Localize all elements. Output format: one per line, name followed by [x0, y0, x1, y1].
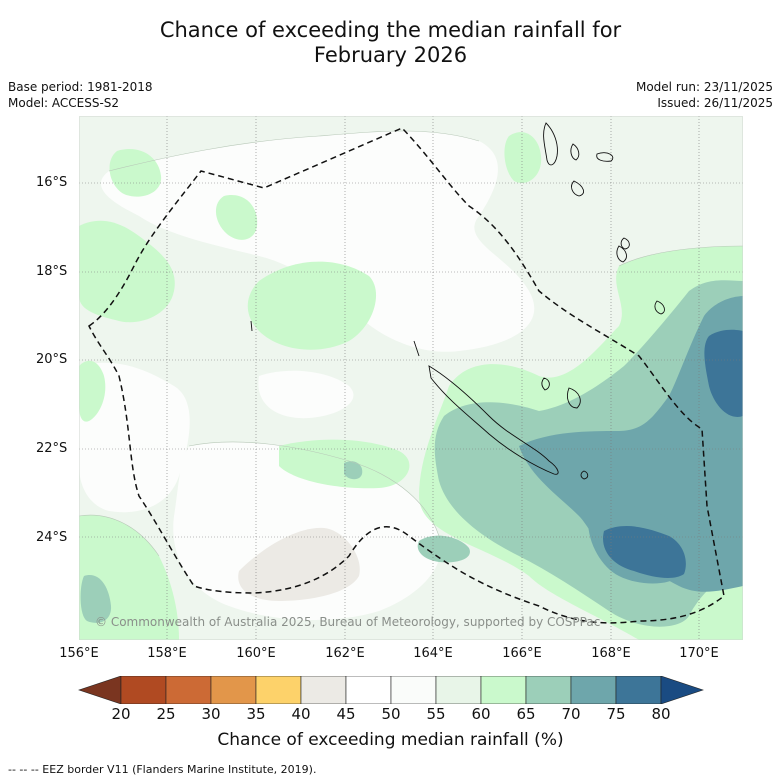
cb-tick-80: 80	[651, 705, 671, 723]
lat-label-24s: 24°S	[36, 530, 68, 545]
colorbar-cell	[120, 676, 167, 704]
colorbar-cell	[300, 676, 347, 704]
cb-tick-70: 70	[561, 705, 581, 723]
map-frame	[79, 116, 743, 640]
colorbar-cell	[615, 676, 662, 704]
model-run: Model run: 23/11/2025	[635, 80, 773, 94]
chart-title: Chance of exceeding the median rainfall …	[0, 18, 781, 68]
region-green-n1	[109, 148, 162, 197]
lat-label-16s: 16°S	[36, 175, 68, 190]
contour-lines	[79, 130, 743, 557]
model-name: Model: ACCESS-S2	[8, 96, 120, 110]
lon-label-164e: 164°E	[413, 646, 453, 661]
eez-footnote: -- -- -- EEZ border V11 (Flanders Marine…	[8, 763, 317, 776]
lat-label-20s: 20°S	[36, 352, 68, 367]
cb-tick-40: 40	[291, 705, 311, 723]
colorbar-cell	[570, 676, 617, 704]
lon-label-160e: 160°E	[236, 646, 276, 661]
region-teal-light-2	[417, 535, 470, 563]
rainfall-map	[79, 116, 743, 640]
lon-label-168e: 168°E	[591, 646, 631, 661]
region-green-nw	[79, 220, 175, 323]
colorbar-label: Chance of exceeding median rainfall (%)	[217, 730, 564, 750]
region-green-ne-top	[504, 132, 542, 184]
base-period: Base period: 1981-2018	[8, 80, 153, 94]
region-green-n2	[215, 195, 258, 240]
colorbar-cell	[390, 676, 437, 704]
region-teal-light-4	[80, 575, 112, 623]
cb-tick-55: 55	[426, 705, 446, 723]
title-line-1: Chance of exceeding the median rainfall …	[159, 18, 622, 42]
region-blue-2	[704, 329, 743, 417]
copyright-note: © Commonwealth of Australia 2025, Bureau…	[95, 615, 601, 629]
lon-label-166e: 166°E	[502, 646, 542, 661]
colorbar-cell	[525, 676, 572, 704]
lon-label-170e: 170°E	[679, 646, 719, 661]
eez-border	[88, 127, 725, 624]
colorbar-cell	[480, 676, 527, 704]
colorbar-cell	[210, 676, 257, 704]
region-white-west	[79, 362, 190, 513]
region-white-center	[258, 370, 354, 419]
region-blue	[603, 526, 686, 578]
cb-tick-45: 45	[336, 705, 356, 723]
new-caledonia-coast	[428, 365, 559, 475]
cb-tick-75: 75	[606, 705, 626, 723]
lat-label-22s: 22°S	[36, 441, 68, 456]
issued-date: Issued: 26/11/2025	[657, 96, 773, 110]
colorbar-cell	[165, 676, 212, 704]
coastlines	[250, 122, 665, 480]
lon-label-158e: 158°E	[147, 646, 187, 661]
region-teal-mid	[519, 296, 743, 592]
lon-label-156e: 156°E	[59, 646, 99, 661]
region-white-north	[100, 131, 535, 352]
cb-tick-25: 25	[156, 705, 176, 723]
meta-right: Model run: 23/11/2025 Issued: 26/11/2025	[636, 79, 773, 111]
cb-tick-30: 30	[201, 705, 221, 723]
colorbar-cell	[435, 676, 482, 704]
colorbar	[78, 676, 704, 704]
cb-tick-20: 20	[111, 705, 131, 723]
region-grey	[238, 527, 360, 601]
colorbar-extend-low	[78, 676, 122, 704]
colorbar-cell	[345, 676, 392, 704]
cb-tick-35: 35	[246, 705, 266, 723]
colorbar-extend-high	[660, 676, 704, 704]
cb-tick-60: 60	[471, 705, 491, 723]
lon-label-162e: 162°E	[325, 646, 365, 661]
lat-label-18s: 18°S	[36, 264, 68, 279]
region-green-west-lower	[79, 360, 106, 422]
title-line-2: February 2026	[313, 43, 468, 67]
cb-tick-50: 50	[381, 705, 401, 723]
region-green-center	[247, 261, 377, 350]
cb-tick-65: 65	[516, 705, 536, 723]
meta-left: Base period: 1981-2018 Model: ACCESS-S2	[8, 79, 153, 111]
colorbar-cell	[255, 676, 302, 704]
region-teal-light-3	[344, 461, 363, 480]
gridlines	[79, 116, 743, 640]
